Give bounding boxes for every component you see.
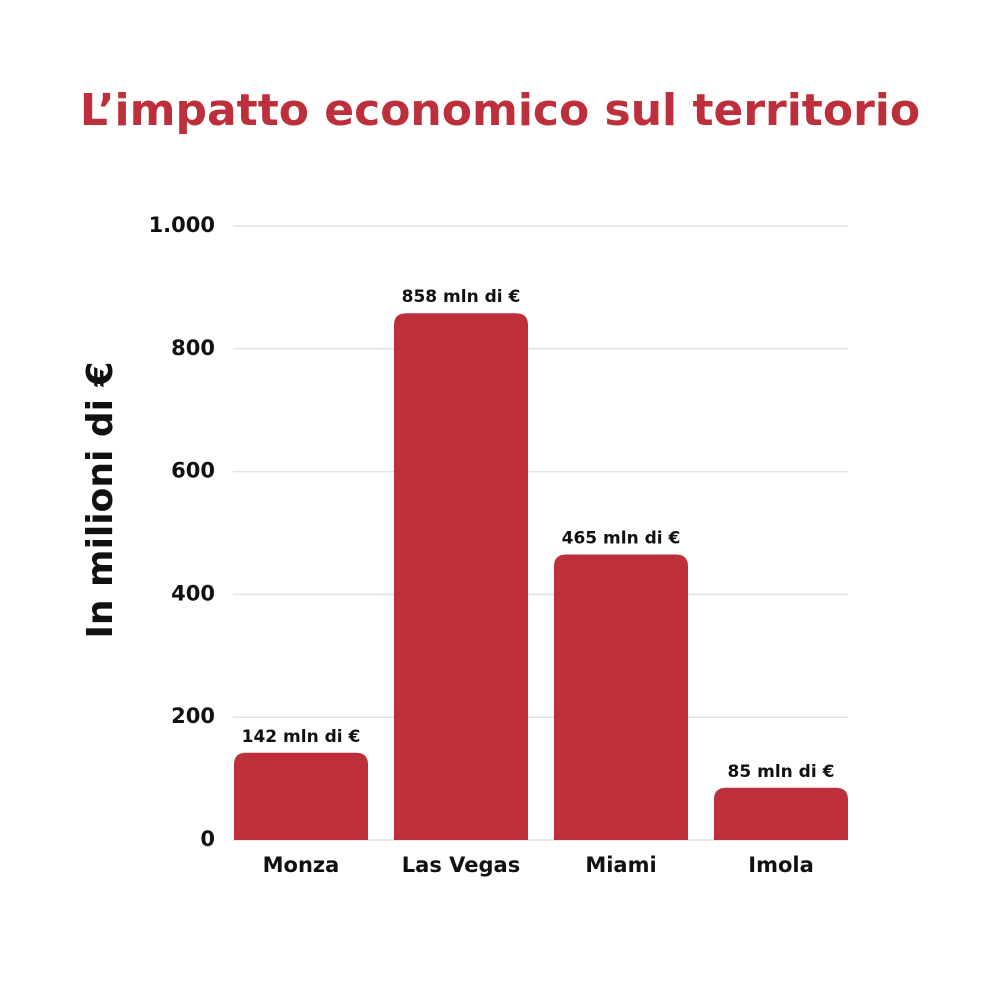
y-tick-label: 800	[171, 336, 215, 360]
x-tick-label: Miami	[585, 853, 656, 877]
chart-title: L’impatto economico sul territorio	[80, 85, 920, 136]
x-tick-label: Las Vegas	[402, 853, 520, 877]
bar	[714, 787, 848, 840]
x-tick-label: Imola	[748, 853, 814, 877]
y-tick-label: 400	[171, 581, 215, 605]
y-tick-label: 200	[171, 704, 215, 728]
bar	[234, 752, 368, 840]
x-tick-label: Monza	[263, 853, 340, 877]
y-tick-label: 0	[200, 827, 215, 851]
value-label: 142 mln di €	[242, 727, 361, 747]
value-label: 858 mln di €	[402, 287, 521, 307]
y-tick-label: 600	[171, 459, 215, 483]
value-label: 465 mln di €	[562, 528, 681, 548]
y-axis-label: In milioni di €	[80, 361, 121, 638]
bar	[394, 313, 528, 840]
bar	[554, 554, 688, 840]
y-tick-label: 1.000	[149, 213, 215, 237]
value-label: 85 mln di €	[728, 762, 835, 782]
